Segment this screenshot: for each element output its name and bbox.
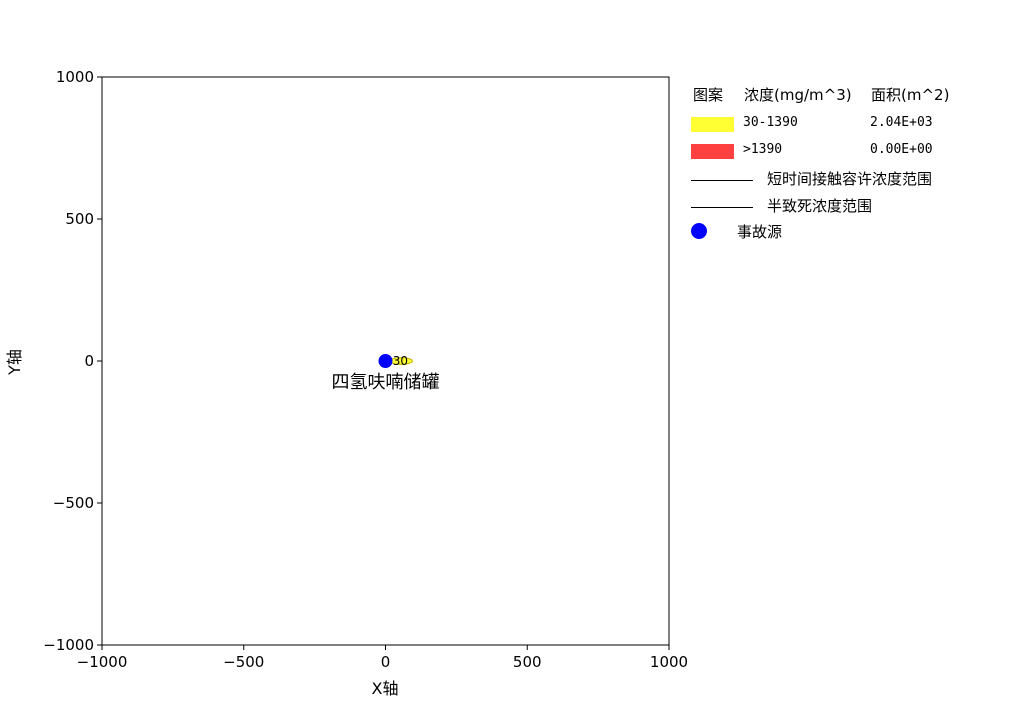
y-tick-label: −500: [53, 494, 94, 512]
legend-swatch-red: [691, 144, 734, 159]
legend-lc50-label: 半致死浓度范围: [767, 197, 873, 215]
y-tick-label: 0: [84, 352, 94, 370]
x-tick-label: 1000: [650, 653, 688, 671]
legend-header-concentration: 浓度(mg/m^3): [744, 86, 852, 104]
legend-line-stel: [691, 180, 753, 181]
legend-swatch-yellow: [691, 117, 734, 132]
y-tick-label: −1000: [43, 636, 94, 654]
y-axis-label: Y轴: [5, 349, 24, 376]
contour-label: 30: [393, 354, 408, 368]
legend-area-2: 0.00E+00: [870, 142, 933, 157]
legend-line-lc50: [691, 207, 753, 208]
y-tick-label: 500: [65, 210, 94, 228]
x-tick-label: −500: [223, 653, 264, 671]
legend-source-marker: [691, 223, 707, 239]
legend-stel-label: 短时间接触容许浓度范围: [767, 170, 933, 188]
source-label: 四氢呋喃储罐: [332, 372, 440, 393]
legend-range-2: >1390: [743, 142, 783, 157]
x-tick-label: 0: [381, 653, 391, 671]
accident-source-point: [378, 354, 393, 368]
legend-source-label: 事故源: [737, 223, 783, 241]
legend-range-1: 30-1390: [743, 115, 798, 130]
legend-header-pattern: 图案: [693, 86, 724, 104]
x-tick-label: 500: [513, 653, 542, 671]
legend-header-area: 面积(m^2): [871, 86, 950, 104]
y-tick-label: 1000: [56, 68, 94, 86]
legend-area-1: 2.04E+03: [870, 115, 933, 130]
x-axis-label: X轴: [372, 679, 399, 698]
x-tick-label: −1000: [77, 653, 128, 671]
